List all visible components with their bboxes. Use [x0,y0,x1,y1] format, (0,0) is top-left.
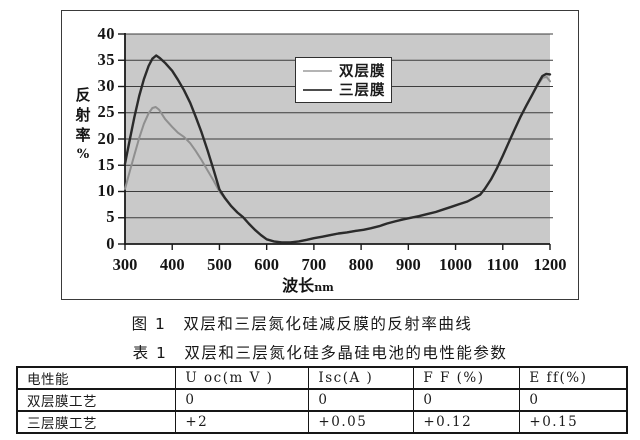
figure-1: 反射率% 波长nm 双层膜三层膜 0 5 10 15 20 25 30 35 40 300 400 5… [61,10,579,300]
legend-label: 三层膜 [339,83,386,99]
x-tick-label-1000: 1000 [439,255,473,274]
legend: 双层膜 三层膜 [295,57,392,103]
table-header-cell: U oc(m V ) [175,366,310,390]
table-header-cell: F F (%) [413,366,521,390]
x-tick-label-400: 400 [159,255,185,274]
legend-item-三层膜: 三层膜 [303,80,385,99]
parameters-table: 电性能 U oc(m V ) Isc(A ) F F (%) E ff(%) 双层膜工艺 0… [16,366,628,434]
y-tick-label-10: 10 [97,181,115,200]
table-header-row: 电性能 U oc(m V ) Isc(A ) F F (%) E ff(%) [16,366,628,390]
y-tick-label-5: 5 [106,207,115,227]
x-tick-label-800: 800 [348,255,374,274]
value-cell: +0.15 [519,410,628,434]
x-tick-label-500: 500 [207,255,232,274]
legend-line-sample [303,69,332,72]
table-row: 双层膜工艺 0 0 0 0 [16,388,628,412]
y-tick-label-35: 35 [97,49,115,69]
row-label-cell: 三层膜工艺 [16,410,177,434]
x-axis-title-text: 波长 [282,276,315,295]
table-header-cell: 电性能 [16,366,177,390]
table-row: 三层膜工艺 +2 +0.05 +0.12 +0.15 [16,410,628,434]
value-cell: +2 [175,410,310,434]
y-tick-label-20: 20 [97,128,115,148]
x-tick-label-600: 600 [254,255,280,274]
value-cell: 0 [413,388,521,412]
x-tick-label-700: 700 [301,255,327,274]
value-cell: 0 [519,388,628,412]
y-axis-title-char: % [76,147,90,162]
value-cell: 0 [308,388,415,412]
figure-caption: 图 1 双层和三层氮化硅减反膜的反射率曲线 [131,315,473,333]
x-axis-unit: nm [314,281,334,294]
y-axis-title-char: 射 [75,106,91,124]
y-tick-label-15: 15 [97,154,115,174]
value-cell: 0 [175,388,310,412]
y-tick-label-0: 0 [106,233,115,253]
x-tick-label-1200: 1200 [533,255,567,274]
table-header-cell: Isc(A ) [308,366,415,390]
table-caption: 表 1 双层和三层氮化硅多晶硅电池的电性能参数 [132,344,508,362]
x-axis-title: 波长nm [248,272,368,296]
y-tick-label-25: 25 [97,102,115,122]
legend-line-sample [303,88,332,91]
value-cell: +0.12 [413,410,521,434]
x-tick-label-300: 300 [112,255,138,274]
y-axis-title: 反射率% [70,85,96,165]
legend-label: 双层膜 [339,64,386,80]
legend-item-双层膜: 双层膜 [303,61,385,80]
y-axis-title-char: 率 [75,126,91,144]
x-tick-label-900: 900 [395,255,421,274]
value-cell: +0.05 [308,410,415,434]
row-label-cell: 双层膜工艺 [16,388,177,412]
y-axis-title-char: 反 [75,86,91,104]
y-tick-label-40: 40 [97,23,115,43]
table-header-cell: E ff(%) [519,366,628,390]
curve-三层膜 [123,54,552,244]
x-tick-label-1100: 1100 [486,255,519,274]
y-tick-label-30: 30 [97,76,115,95]
